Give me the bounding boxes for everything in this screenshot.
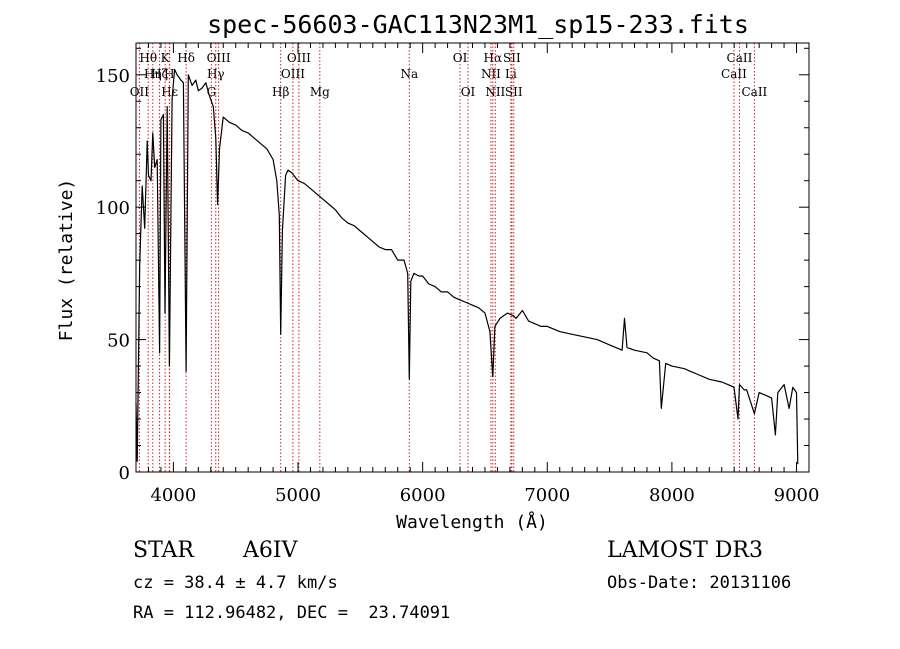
line-label-7: Hδ xyxy=(177,51,195,65)
line-label-25: CaII xyxy=(721,67,747,81)
spectral-line-markers: HθOIIHηHζHεKHHδHγGOIIIHβOIIIOIIIMgNaOIOI… xyxy=(130,43,768,472)
plot-frame xyxy=(135,42,810,473)
y-tick-label-150: 150 xyxy=(96,66,130,87)
line-label-13: OIII xyxy=(281,67,305,81)
x-tick-label-5000: 5000 xyxy=(275,485,321,506)
line-label-0: Hθ xyxy=(139,51,157,65)
line-label-1: OII xyxy=(130,85,150,99)
spectrum-series xyxy=(135,68,799,465)
redshift-cz: cz = 38.4 ± 4.7 km/s xyxy=(133,573,338,593)
object-class: STAR xyxy=(133,538,194,563)
line-label-17: OI xyxy=(461,85,476,99)
x-tick-label-9000: 9000 xyxy=(774,485,820,506)
y-tick-label-100: 100 xyxy=(96,198,130,219)
line-label-8: Hγ xyxy=(207,67,225,81)
chart-title: spec-56603-GAC113N23M1_sp15-233.fits xyxy=(207,10,749,39)
x-axis-label: Wavelength (Å) xyxy=(396,511,548,533)
x-tick-label-8000: 8000 xyxy=(649,485,695,506)
x-tick-label-4000: 4000 xyxy=(150,485,196,506)
line-label-14: Mg xyxy=(310,85,330,99)
line-label-20: NII xyxy=(485,85,505,99)
line-label-24: CaII xyxy=(727,51,753,65)
line-label-18: Hα xyxy=(484,51,503,65)
coordinates: RA = 112.96482, DEC = 23.74091 xyxy=(133,603,451,623)
line-label-23: SII xyxy=(505,85,523,99)
x-tick-label-7000: 7000 xyxy=(524,485,570,506)
line-label-6: H xyxy=(164,67,174,81)
observation-date: Obs-Date: 20131106 xyxy=(607,573,792,593)
x-tick-label-6000: 6000 xyxy=(400,485,446,506)
plot-axes: 4000 5000 6000 7000 8000 9000 0 50 100 150 xyxy=(96,42,820,506)
line-label-2: Hη xyxy=(144,67,162,81)
line-label-26: CaII xyxy=(741,85,767,99)
line-label-12: OIII xyxy=(287,51,311,65)
line-label-22: Li xyxy=(505,67,517,81)
line-label-3: Hζ xyxy=(151,67,168,81)
line-label-21: SII xyxy=(503,51,521,65)
spectrum-line xyxy=(135,68,799,465)
line-label-9: G xyxy=(207,85,217,99)
y-tick-label-0: 0 xyxy=(119,463,130,484)
line-label-5: K xyxy=(161,51,171,65)
y-axis-label: Flux (relative) xyxy=(56,179,77,342)
line-label-11: Hβ xyxy=(272,85,289,99)
line-label-10: OIII xyxy=(207,51,231,65)
y-tick-label-50: 50 xyxy=(107,331,130,352)
line-label-16: OI xyxy=(453,51,468,65)
line-label-15: Na xyxy=(400,67,418,81)
object-subclass: A6IV xyxy=(243,538,298,563)
line-label-19: NII xyxy=(481,67,501,81)
survey-name: LAMOST DR3 xyxy=(607,538,763,563)
